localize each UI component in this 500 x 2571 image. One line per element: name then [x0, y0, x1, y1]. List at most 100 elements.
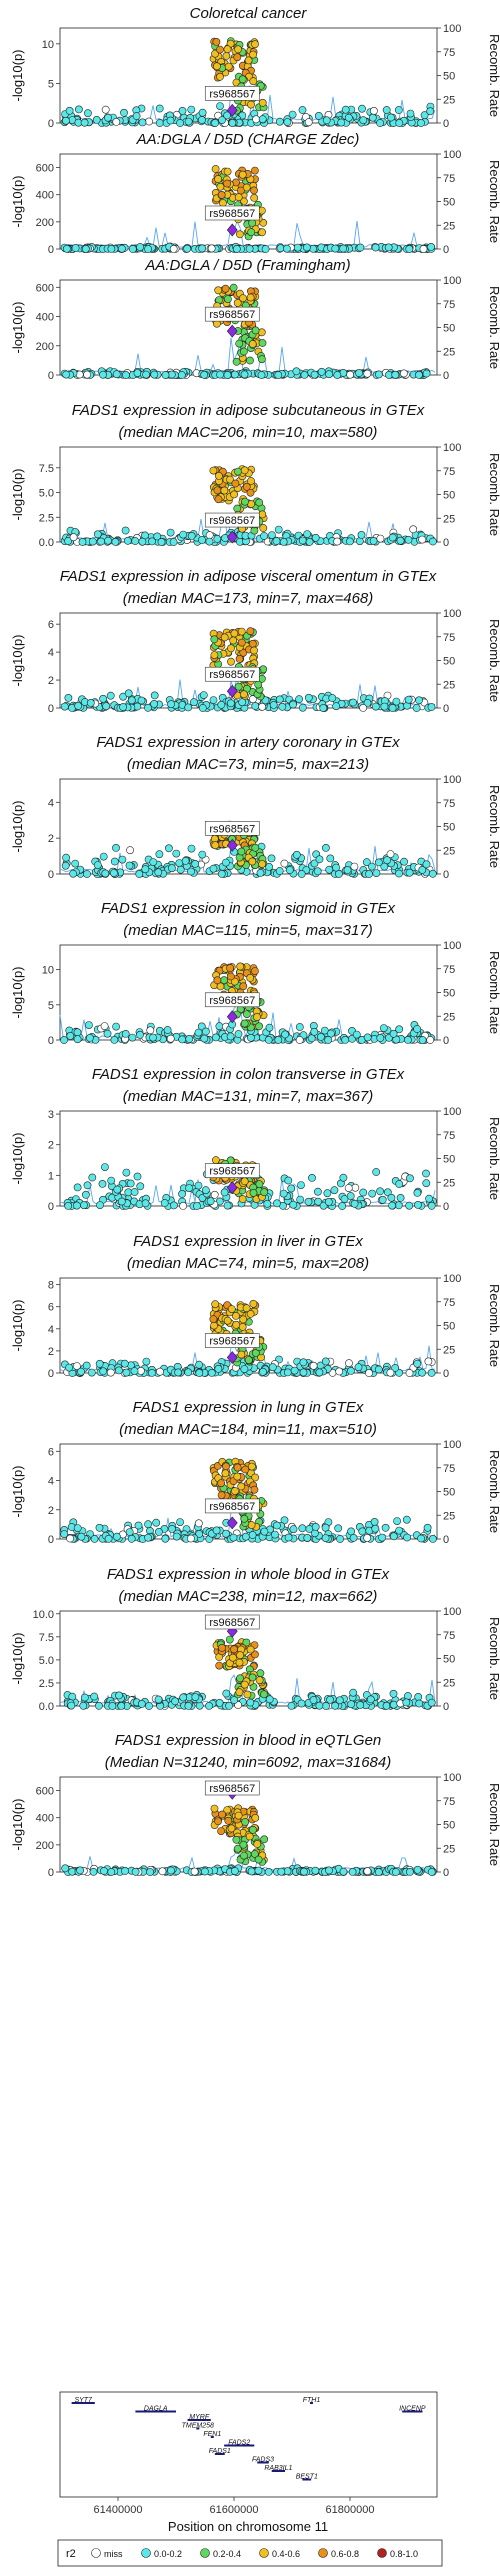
data-point: [176, 865, 185, 874]
data-point: [256, 869, 265, 877]
data-point: [255, 1676, 264, 1685]
y-tick-label: 0: [48, 118, 54, 130]
assoc-panel-10: FADS1 expression in lung in GTEx (median …: [10, 1399, 500, 1546]
data-point: [297, 1699, 306, 1708]
assoc-panel-1: Coloretcal cancer 0 5 10 -log10(p) 0 25 50 75 100…: [10, 5, 500, 130]
data-point: [233, 1463, 242, 1472]
gene-label: SYT7: [74, 2397, 93, 2404]
recomb-tick-label: 100: [443, 149, 461, 161]
data-point: [137, 1700, 146, 1708]
y-axis-label: -log10(p): [10, 1132, 25, 1184]
data-point: [144, 1533, 152, 1542]
panel-title: FADS1 expression in artery coronary in G…: [96, 734, 400, 751]
data-point: [69, 869, 78, 878]
data-point: [216, 72, 224, 81]
recomb-tick-label: 100: [443, 608, 461, 620]
data-point: [221, 284, 230, 293]
y-tick-label: 2.5: [39, 1678, 54, 1690]
data-point: [248, 1531, 257, 1539]
panel-title: (median MAC=206, min=10, max=580): [119, 424, 378, 441]
data-point: [222, 52, 231, 60]
y2-axis-label: Recomb. Rate: [487, 951, 500, 1034]
data-point: [237, 847, 246, 856]
data-point: [265, 1023, 274, 1032]
recomb-tick-label: 25: [443, 1011, 455, 1023]
data-point: [214, 1365, 223, 1373]
data-point: [112, 844, 120, 852]
panel-title: FADS1 expression in blood in eQTLGen: [115, 1732, 382, 1749]
data-point: [210, 1804, 219, 1813]
data-point: [281, 1030, 289, 1039]
y2-axis-label: Recomb. Rate: [487, 1450, 500, 1533]
data-point: [100, 1022, 109, 1030]
data-point: [236, 962, 245, 971]
data-point: [113, 1532, 121, 1541]
assoc-panel-3: AA:DGLA / D5D (Framingham) 0 200 400 600 -log…: [10, 257, 500, 382]
data-point: [311, 1866, 320, 1875]
data-point: [384, 243, 393, 252]
data-point: [120, 108, 128, 117]
data-point: [77, 1367, 85, 1376]
data-point: [192, 1202, 201, 1210]
data-point: [366, 1695, 375, 1704]
data-point: [346, 1192, 355, 1200]
data-point: [111, 538, 120, 546]
data-point: [107, 1868, 116, 1876]
y-axis-label: -log10(p): [10, 800, 25, 852]
recomb-tick-label: 0: [443, 118, 449, 130]
lead-snp-label: rs968567: [209, 208, 255, 220]
data-point: [292, 850, 301, 859]
data-point: [240, 1019, 249, 1028]
data-point: [195, 1360, 203, 1369]
data-point: [251, 40, 259, 49]
data-point: [344, 1184, 353, 1192]
recomb-tick-label: 25: [443, 346, 455, 358]
legend-swatch: [318, 2548, 328, 2558]
data-point: [372, 869, 381, 877]
y-tick-label: 0.0: [39, 1701, 54, 1713]
data-point: [93, 861, 102, 869]
data-point: [298, 106, 307, 114]
data-point: [250, 166, 259, 175]
data-point: [230, 1867, 239, 1875]
data-point: [257, 371, 266, 379]
recomb-tick-label: 75: [443, 299, 455, 311]
data-point: [207, 1369, 216, 1377]
data-point: [394, 106, 403, 114]
data-point: [234, 1811, 243, 1820]
data-point: [239, 294, 247, 303]
gene-label: MYRF: [189, 2414, 210, 2421]
data-point: [144, 703, 152, 712]
data-point: [381, 1523, 390, 1532]
data-point: [238, 1323, 247, 1331]
data-point: [289, 1525, 298, 1534]
data-point: [389, 1700, 398, 1709]
data-point: [96, 1201, 104, 1209]
data-point: [241, 1532, 250, 1541]
data-point: [212, 62, 221, 71]
data-point: [284, 1533, 293, 1542]
x-tick-label: 61600000: [210, 2504, 259, 2516]
lead-snp-label: rs968567: [209, 823, 255, 835]
data-point: [163, 1026, 172, 1034]
data-point: [71, 244, 80, 252]
data-point: [123, 536, 132, 545]
data-point: [181, 857, 190, 865]
data-point: [324, 1036, 333, 1044]
data-point: [224, 1816, 233, 1825]
data-point: [214, 471, 223, 480]
data-point: [239, 982, 248, 991]
data-point: [198, 850, 207, 859]
data-point: [209, 1315, 218, 1324]
data-point: [133, 1172, 142, 1181]
data-point: [233, 1472, 242, 1481]
data-point: [359, 1188, 368, 1197]
data-point: [99, 370, 107, 379]
y-tick-label: 7.5: [39, 1632, 54, 1644]
data-point: [331, 244, 340, 253]
data-point: [403, 1533, 411, 1542]
y-tick-label: 200: [36, 1840, 54, 1852]
panel-title: (median MAC=131, min=7, max=367): [123, 1088, 374, 1105]
data-point: [169, 1201, 178, 1210]
data-point: [131, 1867, 140, 1876]
